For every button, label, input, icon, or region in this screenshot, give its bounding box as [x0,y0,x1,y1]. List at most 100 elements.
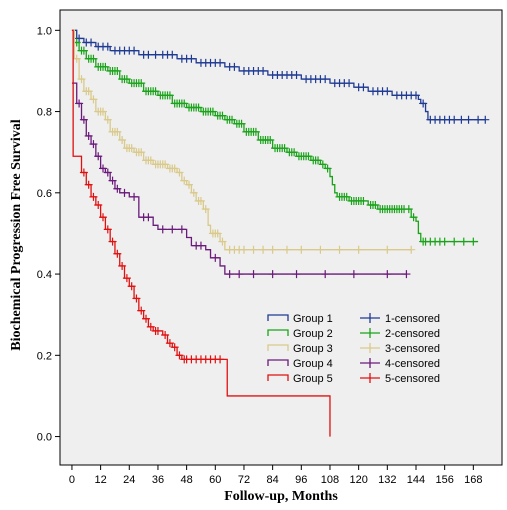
censor-mark [225,270,234,279]
censor-mark [180,99,189,108]
x-tick-label: 156 [435,474,453,486]
censor-mark [89,54,98,63]
censor-mark [292,270,301,279]
censor-mark [354,245,363,254]
legend-cross-swatch [360,313,380,323]
x-tick-label: 120 [349,474,367,486]
censor-mark [342,192,351,201]
censor-mark [239,245,248,254]
censor-mark [321,270,330,279]
censor-mark [161,331,170,339]
legend-cross-swatch [360,328,380,338]
censor-mark [402,270,411,279]
censor-mark [440,237,449,246]
censor-mark [99,164,108,173]
censor-mark [113,249,122,258]
legend-entry: 2-censored [360,328,440,340]
censor-mark [230,62,239,71]
censor-mark [137,148,146,157]
legend-cross-swatch [360,343,380,353]
censor-mark [122,274,131,283]
censor-mark [153,326,162,335]
censor-mark [99,213,108,222]
censor-mark [249,245,258,254]
censor-mark [165,91,174,100]
censor-mark [99,107,108,116]
censor-mark [187,54,196,63]
censor-mark [201,205,210,214]
x-tick-label: 108 [321,474,339,486]
censor-mark [259,66,268,75]
censor-mark [268,245,277,254]
censor-mark [237,119,246,128]
axis-layer: 0 12 24 36 48 60 72 84 96 108 120 132 144 156 168 0.0 0.… [37,25,483,486]
x-tick-label: 48 [181,474,193,486]
legend-line-swatch [267,329,289,336]
censor-mark [79,115,88,124]
x-tick-label: 96 [295,474,307,486]
y-tick-label: 0.8 [37,107,52,119]
x-tick-label: 12 [94,474,106,486]
legend-entry: Group 4 [267,358,333,370]
censor-mark [474,115,483,124]
censor-mark [120,188,129,197]
censor-mark [118,261,127,270]
y-tick-label: 0.0 [37,432,52,444]
censor-mark [469,237,478,246]
censor-mark [216,355,225,364]
censor-mark [194,103,203,112]
legend-label: 5-censored [385,373,440,385]
censor-mark [280,144,289,153]
legend-entry: Group 5 [267,373,333,385]
censor-mark [404,205,413,214]
censor-mark [383,245,392,254]
x-tick-label: 168 [464,474,482,486]
legend-label: 4-censored [385,358,440,370]
legend-label: Group 5 [293,373,333,385]
censor-mark [180,176,189,185]
x-tick-label: 36 [152,474,164,486]
censor-mark [316,245,325,254]
censor-mark [268,270,277,279]
censor-mark [87,38,96,47]
censor-mark [290,148,299,157]
censor-mark [84,131,93,140]
censor-mark [118,136,127,144]
censor-mark [122,75,131,84]
censor-mark [407,245,416,254]
censor-mark [84,87,93,96]
censor-mark [314,156,323,165]
censor-mark [292,71,301,79]
censor-mark [108,237,117,246]
series-5 [71,29,331,437]
legend-cross-swatch [360,358,380,368]
censor-mark [359,83,368,92]
series-4 [71,82,411,279]
censor-mark [189,188,198,197]
x-tick-label: 84 [267,474,279,486]
censor-mark [297,245,306,254]
censor-mark [77,75,86,84]
y-tick-label: 0.2 [37,350,52,362]
censor-mark [75,34,84,43]
censor-mark [196,241,205,250]
censor-mark [383,270,392,279]
censor-mark [450,115,459,124]
censor-mark [185,180,194,189]
y-axis-title: Biochemical Progression Free Survival [9,119,24,350]
series-layer [71,29,490,437]
censor-mark [137,306,146,315]
censor-mark [218,237,227,246]
censor-mark [101,62,110,71]
legend-entry: 4-censored [360,358,440,370]
legend-line-swatch [267,359,289,366]
censor-mark [103,42,112,51]
legend-label: Group 4 [293,358,333,370]
legend: Group 1 1-censored Group 2 2-censored Group … [267,313,440,385]
censor-mark [127,282,136,291]
censor-mark [146,322,155,331]
legend-line-swatch [267,374,289,381]
censor-mark [481,115,490,124]
censor-mark [165,339,174,348]
censor-mark [113,66,122,75]
